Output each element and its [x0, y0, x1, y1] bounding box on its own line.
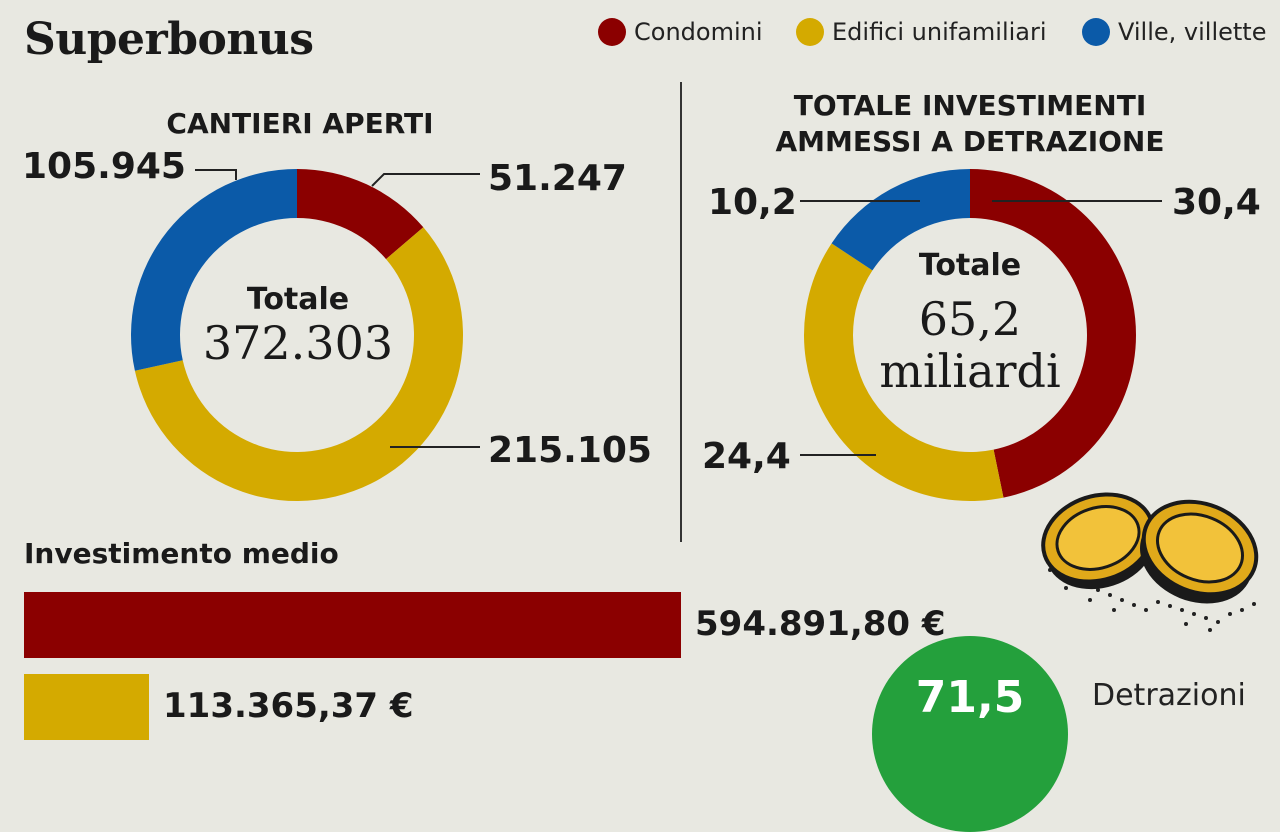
legend-swatch-ville [1082, 18, 1110, 46]
right-chart-title: TOTALE INVESTIMENTI AMMESSI A DETRAZIONE [720, 88, 1220, 160]
bar-condomini [24, 592, 681, 658]
left-slice-condomini [297, 169, 424, 260]
legend-label-condomini: Condomini [634, 18, 763, 46]
leader-left-ville [195, 169, 237, 180]
left-center-value: 372.303 [202, 316, 394, 370]
left-label-condomini: 51.247 [488, 158, 627, 199]
left-center-label: Totale [246, 282, 350, 317]
charts-canvas [130, 168, 1259, 632]
left-label-ville: 105.945 [22, 146, 186, 187]
legend-item-condomini: Condomini [598, 16, 763, 48]
detrazioni-badge [872, 636, 1068, 832]
right-center-unit: miliardi [879, 344, 1061, 398]
vertical-divider [680, 82, 682, 542]
bar-value-unifamiliari: 113.365,37 € [163, 686, 414, 726]
detrazioni-caption: Detrazioni [1092, 678, 1246, 713]
legend-item-ville: Ville, villette [1082, 16, 1266, 48]
left-slice-unifamiliari [134, 227, 464, 501]
legend-item-unifamiliari: Edifici unifamiliari [796, 16, 1047, 48]
legend-label-unifamiliari: Edifici unifamiliari [832, 18, 1047, 46]
bar-value-condomini: 594.891,80 € [695, 604, 946, 644]
legend-label-ville: Ville, villette [1118, 18, 1267, 46]
right-slice-condomini [970, 169, 1136, 498]
right-center-value: 65,2 [918, 292, 1022, 346]
left-chart-title: CANTIERI APERTI [166, 107, 434, 140]
right-slice-unifamiliari [804, 243, 1004, 502]
page-title: Superbonus [24, 14, 314, 65]
donut-right [804, 169, 1136, 502]
left-label-unifamiliari: 215.105 [488, 430, 652, 471]
right-slice-ville [831, 169, 970, 271]
left-slice-ville [130, 168, 297, 371]
right-chart-title-line1: TOTALE INVESTIMENTI [793, 89, 1147, 122]
right-chart-title-line2: AMMESSI A DETRAZIONE [775, 125, 1165, 158]
right-label-condomini: 30,4 [1172, 182, 1261, 223]
legend-swatch-condomini [598, 18, 626, 46]
bars-title: Investimento medio [24, 537, 339, 570]
detrazioni-badge-value: 71,5 [915, 672, 1025, 723]
leader-left-condomini [371, 173, 480, 187]
coins-illustration [1041, 492, 1259, 632]
right-label-ville: 10,2 [708, 182, 797, 223]
bar-unifamiliari [24, 674, 149, 740]
legend-swatch-unifamiliari [796, 18, 824, 46]
right-center-label: Totale [918, 248, 1022, 283]
donut-left [130, 168, 464, 501]
right-label-unifamiliari: 24,4 [702, 436, 791, 477]
